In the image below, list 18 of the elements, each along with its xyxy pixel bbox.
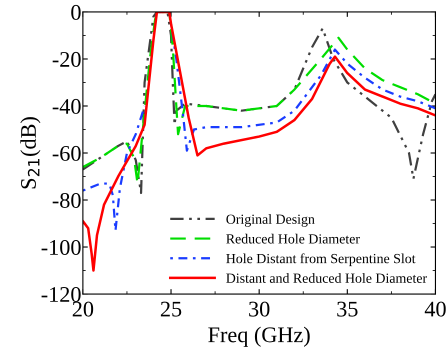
y-tick-label: 0 <box>71 4 81 20</box>
y-tick-label: -80 <box>52 192 81 208</box>
x-tick-label: 25 <box>160 302 182 317</box>
legend-label: Reduced Hole Diameter <box>226 234 360 244</box>
x-tick-label: 30 <box>249 302 270 317</box>
y-tick-label: -100 <box>42 240 81 255</box>
x-tick-label: 40 <box>424 302 446 317</box>
y-tick-label: -120 <box>42 286 81 302</box>
y-tick-label: -40 <box>52 98 81 114</box>
legend-label: Hole Distant from Serpentine Slot <box>226 253 416 266</box>
y-axis-title: S$_{21}$(dB) <box>20 117 40 188</box>
x-tick-label: 20 <box>72 302 94 317</box>
y-tick-label: -60 <box>52 146 81 161</box>
x-axis-title: Freq (GHz) <box>208 326 310 347</box>
legend-label: Distant and Reduced Hole Diameter <box>226 273 427 283</box>
legend-label: Original Design <box>226 214 315 227</box>
x-tick-label: 35 <box>337 302 358 317</box>
y-tick-label: -20 <box>52 52 81 67</box>
